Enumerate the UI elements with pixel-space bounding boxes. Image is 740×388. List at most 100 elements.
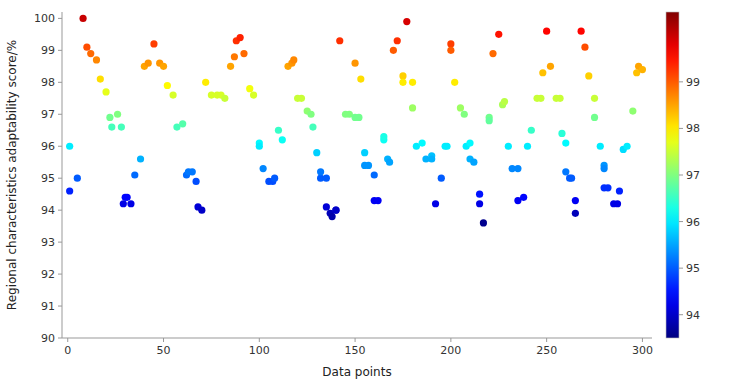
point: [495, 31, 502, 38]
y-tick: [58, 338, 62, 339]
point: [271, 175, 278, 182]
point: [202, 79, 209, 86]
point: [279, 136, 286, 143]
point: [461, 111, 468, 118]
point: [451, 79, 458, 86]
point: [543, 28, 550, 35]
y-tick: [58, 50, 62, 51]
point: [505, 143, 512, 150]
point: [380, 133, 387, 140]
point: [466, 139, 473, 146]
point: [438, 175, 445, 182]
point: [97, 76, 104, 83]
colorbar-tick-label: 95: [686, 262, 700, 275]
y-tick-label: 96: [41, 140, 55, 153]
point: [179, 120, 186, 127]
point: [237, 34, 244, 41]
point: [79, 15, 86, 22]
point: [221, 95, 228, 102]
y-tick-label: 97: [41, 108, 55, 121]
point: [390, 47, 397, 54]
point: [501, 98, 508, 105]
x-tick: [355, 338, 356, 342]
point: [585, 72, 592, 79]
point: [581, 44, 588, 51]
colorbar-tick: [679, 314, 683, 315]
point: [275, 127, 282, 134]
colorbar-tick: [679, 268, 683, 269]
point: [597, 143, 604, 150]
points: [66, 15, 646, 227]
point: [106, 114, 113, 121]
point: [66, 187, 73, 194]
point: [323, 175, 330, 182]
point: [66, 143, 73, 150]
x-tick: [546, 338, 547, 342]
point: [578, 28, 585, 35]
x-axis-label: Data points: [322, 365, 391, 379]
point: [514, 165, 521, 172]
point: [313, 149, 320, 156]
point: [476, 191, 483, 198]
y-tick: [58, 210, 62, 211]
point: [629, 107, 636, 114]
point: [87, 50, 94, 57]
y-tick: [58, 114, 62, 115]
colorbar-tick-label: 97: [686, 169, 700, 182]
point: [145, 60, 152, 67]
point: [568, 175, 575, 182]
x-tick: [450, 338, 451, 342]
point: [309, 123, 316, 130]
point: [604, 184, 611, 191]
point: [537, 95, 544, 102]
point: [108, 123, 115, 130]
y-tick-label: 92: [41, 268, 55, 281]
point: [336, 37, 343, 44]
point: [616, 187, 623, 194]
point: [601, 165, 608, 172]
point: [394, 37, 401, 44]
point: [332, 207, 339, 214]
point: [227, 63, 234, 70]
point: [614, 200, 621, 207]
point: [591, 95, 598, 102]
y-tick-label: 95: [41, 172, 55, 185]
colorbar-tick: [679, 81, 683, 82]
point: [447, 40, 454, 47]
point: [432, 200, 439, 207]
y-tick: [58, 18, 62, 19]
colorbar-tick-label: 99: [686, 76, 700, 89]
point: [120, 200, 127, 207]
point: [623, 143, 630, 150]
point: [524, 143, 531, 150]
point: [547, 63, 554, 70]
y-tick: [58, 274, 62, 275]
point: [118, 123, 125, 130]
point: [476, 200, 483, 207]
point: [489, 50, 496, 57]
point: [290, 56, 297, 63]
colorbar-tick-label: 98: [686, 122, 700, 135]
point: [192, 178, 199, 185]
point: [189, 168, 196, 175]
point: [127, 200, 134, 207]
point: [351, 60, 358, 67]
point: [198, 207, 205, 214]
point: [457, 104, 464, 111]
point: [150, 40, 157, 47]
chart: 0501001502002503009091929394959697989910…: [0, 0, 740, 388]
colorbar-tick: [679, 175, 683, 176]
y-tick: [58, 82, 62, 83]
x-tick-label: 300: [632, 344, 653, 357]
point: [328, 213, 335, 220]
point: [124, 194, 131, 201]
point: [74, 175, 81, 182]
point: [256, 143, 263, 150]
point: [240, 50, 247, 57]
x-tick: [163, 338, 164, 342]
point: [357, 76, 364, 83]
x-tick-label: 250: [536, 344, 557, 357]
y-tick: [58, 242, 62, 243]
y-tick-label: 90: [41, 332, 55, 345]
point: [164, 82, 171, 89]
